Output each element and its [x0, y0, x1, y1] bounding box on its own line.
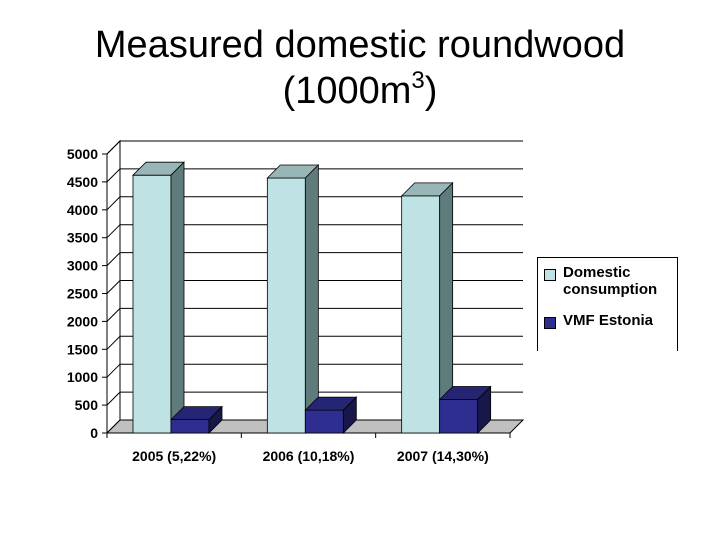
chart-title: Measured domestic roundwood (1000m3) [0, 22, 720, 114]
y-tick-label: 3500 [67, 230, 98, 246]
y-tick-label: 3000 [67, 258, 98, 274]
y-tick-label: 1000 [67, 369, 98, 385]
gridline [106, 168, 523, 183]
gridline [106, 363, 523, 378]
bar-domestic [401, 195, 441, 434]
bar-domestic [266, 177, 306, 434]
gridline [106, 224, 523, 239]
gridline [106, 196, 523, 211]
bar-domestic [132, 174, 172, 434]
bar-vmf [304, 409, 344, 434]
bar-vmf [439, 399, 479, 434]
y-tick-label: 1500 [67, 341, 98, 357]
x-tick-label: 2005 (5,22%) [132, 448, 216, 464]
bar-side [304, 164, 319, 434]
y-tick-label: 4000 [67, 202, 98, 218]
legend-swatch-domestic [544, 269, 556, 281]
title-unit: (1000m [282, 70, 412, 112]
legend-item-vmf: VMF Estonia [544, 312, 653, 329]
gridline [106, 335, 523, 350]
title-unit-exponent: 3 [411, 67, 425, 94]
legend-label-vmf: VMF Estonia [563, 312, 654, 329]
legend-swatch-vmf [544, 317, 556, 329]
bar-side [342, 396, 357, 434]
legend-item-domestic: Domestic consumption [544, 264, 657, 298]
bar-side [477, 385, 492, 434]
y-tick-label: 4500 [67, 174, 98, 190]
gridline [106, 252, 523, 266]
title-line-2: (1000m3) [0, 68, 720, 114]
y-tick-label: 2000 [67, 313, 98, 329]
y-tick-label: 500 [75, 397, 99, 413]
title-unit-close: ) [424, 70, 438, 112]
y-tick-label: 2500 [67, 286, 98, 302]
bar-vmf [170, 419, 210, 434]
y-tick-label: 0 [90, 425, 98, 441]
title-line-1: Measured domestic roundwood [94, 24, 626, 66]
gridline [106, 307, 523, 322]
legend-label-domestic: Domestic consumption [563, 264, 658, 298]
gridline [106, 391, 523, 406]
gridline [106, 280, 523, 294]
y-tick-label: 5000 [67, 146, 98, 162]
bar-side [170, 161, 185, 434]
x-tick-label: 2007 (14,30%) [397, 448, 489, 464]
legend: Domestic consumption VMF Estonia [537, 257, 678, 351]
gridline [106, 140, 523, 155]
x-tick-label: 2006 (10,18%) [263, 448, 355, 464]
bar-side [208, 405, 223, 434]
